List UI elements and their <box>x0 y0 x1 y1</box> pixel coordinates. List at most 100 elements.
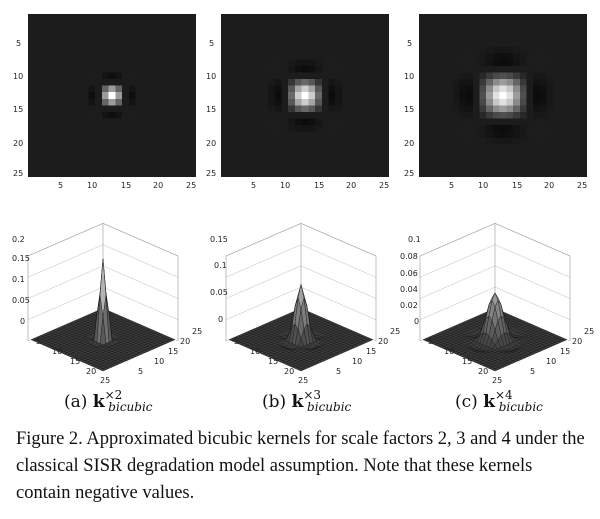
heat-c-xtick: 25 <box>577 181 588 190</box>
surface-c-ztick: 0 <box>414 317 419 326</box>
surface-b-ztick: 0.1 <box>214 261 227 270</box>
surface-c-xtick: 20 <box>478 367 488 376</box>
surface-b-ztick: 0 <box>218 315 223 324</box>
surface-a-ytick: 20 <box>180 337 190 346</box>
label-c-sub: bicubic <box>498 400 543 414</box>
surface-gridline <box>27 265 104 299</box>
surface-c-ytick: 10 <box>546 357 556 366</box>
label-b-sub: bicubic <box>307 400 352 414</box>
surface-b-ytick: 25 <box>390 327 400 336</box>
label-b-k: k <box>291 392 304 412</box>
surface-facet <box>297 368 305 372</box>
surface-gridline <box>300 265 377 299</box>
surface-b: 0.15 0.1 0.05 0 5 10 15 20 25 5 10 15 20… <box>210 223 400 385</box>
surface-a-ytick: 15 <box>168 347 178 356</box>
surface-axisline <box>300 223 377 257</box>
heat-b-ytick: 10 <box>206 72 217 81</box>
label-a-sup: ×2 <box>104 388 123 402</box>
surface-axisline <box>225 223 302 257</box>
surface-b-xtick: 25 <box>298 376 308 385</box>
heat-b-ytick: 15 <box>206 105 217 114</box>
surface-gridline <box>300 286 377 320</box>
label-a-sub: bicubic <box>108 400 153 414</box>
heat-b-xtick: 25 <box>379 181 390 190</box>
surface-c-xtick: 10 <box>444 347 454 356</box>
heat-c-xtick: 5 <box>449 181 455 190</box>
heatmap-b-canvas <box>221 14 389 177</box>
heat-a-xtick: 5 <box>58 181 64 190</box>
surface-c: 0.1 0.08 0.06 0.04 0.02 0 5 10 15 20 25 … <box>400 223 594 385</box>
heatmap-a <box>28 14 196 177</box>
figure-caption: Figure 2. Approximated bicubic kernels f… <box>16 429 585 503</box>
surface-c-xtick: 15 <box>462 357 472 366</box>
surface-gridline <box>102 244 179 278</box>
surface-a-ztick: 0.1 <box>12 275 25 284</box>
surface-b-xtick: 20 <box>284 367 294 376</box>
heat-c-xtick: 10 <box>478 181 489 190</box>
surface-axisline <box>27 223 104 257</box>
surface-gridline <box>102 265 179 299</box>
surface-a-xtick: 5 <box>36 337 41 346</box>
heat-b-xtick: 15 <box>314 181 325 190</box>
surface-c-ytick: 5 <box>530 367 535 376</box>
surface-b-xtick: 5 <box>234 337 239 346</box>
surface-gridline <box>225 244 302 278</box>
surface-a: 0.2 0.15 0.1 0.05 0 5 10 15 20 25 5 10 1… <box>12 223 202 385</box>
label-b-sup: ×3 <box>303 388 322 402</box>
surface-gridline <box>419 286 496 320</box>
surface-gridline <box>494 265 571 299</box>
surface-gridline <box>419 265 496 299</box>
surface-c-ztick: 0.06 <box>400 269 418 278</box>
surface-gridline <box>494 286 571 320</box>
surface-facet <box>491 368 499 372</box>
heat-a-ytick: 15 <box>13 105 24 114</box>
surface-a-ztick: 0.2 <box>12 235 25 244</box>
surface-c-ztick: 0.1 <box>408 235 421 244</box>
surface-a-ztick: 0 <box>20 317 25 326</box>
label-c: (c) k×4bicubic <box>455 388 543 414</box>
heatmap-b <box>221 14 389 177</box>
heat-b-xtick: 20 <box>346 181 357 190</box>
surface-a-ztick: 0.15 <box>12 254 30 263</box>
label-a: (a) k×2bicubic <box>64 388 153 414</box>
surface-c-ytick: 15 <box>560 347 570 356</box>
surface-c-walls <box>419 223 571 342</box>
surface-a-ztick: 0.05 <box>12 296 30 305</box>
heatmap-c <box>419 14 587 177</box>
heat-c-ytick: 20 <box>404 139 415 148</box>
surface-c-ztick: 0.08 <box>400 252 418 261</box>
heatmap-c-canvas <box>419 14 587 177</box>
surface-c-xtick: 25 <box>492 376 502 385</box>
label-c-prefix: (c) <box>455 392 484 412</box>
heat-c-ytick: 5 <box>407 39 413 48</box>
heat-b-ytick: 20 <box>206 139 217 148</box>
surface-a-xtick: 25 <box>100 376 110 385</box>
surface-a-xtick: 20 <box>86 367 96 376</box>
surface-a-ytick: 25 <box>192 327 202 336</box>
heat-a-xtick: 15 <box>121 181 132 190</box>
label-a-prefix: (a) <box>64 392 93 412</box>
surface-gridline <box>225 286 302 320</box>
heat-b-xtick: 10 <box>280 181 291 190</box>
surface-facet <box>99 368 107 372</box>
surface-b-ytick: 10 <box>352 357 362 366</box>
surface-b-xtick: 10 <box>250 347 260 356</box>
surface-gridline <box>300 244 377 278</box>
surface-c-mesh <box>422 292 568 372</box>
heatmap-a-canvas <box>28 14 196 177</box>
surface-a-ytick: 5 <box>138 367 143 376</box>
label-c-sup: ×4 <box>494 388 513 402</box>
surface-c-xtick: 5 <box>428 337 433 346</box>
surface-gridline <box>27 286 104 320</box>
surface-c-ytick: 20 <box>572 337 582 346</box>
surface-c-ytick: 25 <box>584 327 594 336</box>
surface-a-xtick: 15 <box>70 357 80 366</box>
surface-b-mesh <box>228 283 374 372</box>
heat-c-xtick: 15 <box>512 181 523 190</box>
heat-b-ytick: 25 <box>206 169 217 178</box>
heat-a-ytick: 10 <box>13 72 24 81</box>
heat-a-ytick: 25 <box>13 169 24 178</box>
heat-b-ytick: 5 <box>209 39 215 48</box>
surface-gridline <box>102 286 179 320</box>
